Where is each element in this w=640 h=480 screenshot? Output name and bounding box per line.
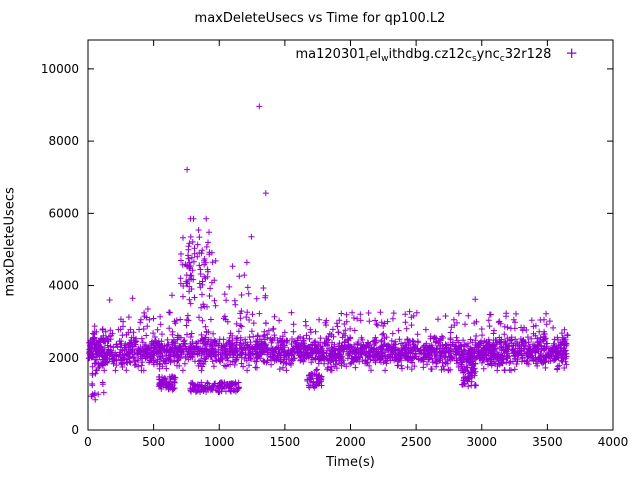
cluster-dip-4 <box>458 354 479 390</box>
svg-text:3500: 3500 <box>532 435 563 449</box>
svg-text:500: 500 <box>142 435 165 449</box>
legend: ma120301relwithdbg.cz12csyncc32r128 + <box>295 44 579 65</box>
legend-series-label: ma120301relwithdbg.cz12csyncc32r128 <box>295 47 552 64</box>
x-axis-label: Time(s) <box>326 455 375 470</box>
legend-label-segment: ync <box>476 47 500 62</box>
outlier-points <box>92 103 567 403</box>
svg-text:0: 0 <box>71 423 79 437</box>
svg-text:2000: 2000 <box>48 351 79 365</box>
cluster-upper-band <box>87 306 570 372</box>
svg-text:4000: 4000 <box>598 435 629 449</box>
svg-text:10000: 10000 <box>41 62 79 76</box>
y-axis-label: maxDeleteUsecs <box>2 187 18 297</box>
x-axis-ticks <box>87 40 614 430</box>
plus-marker-icon: + <box>565 44 578 62</box>
data-points <box>85 103 571 403</box>
cluster-dip-1 <box>155 373 179 393</box>
svg-text:8000: 8000 <box>48 134 79 148</box>
svg-text:1000: 1000 <box>204 435 235 449</box>
y-axis-ticks <box>88 68 613 431</box>
legend-label-segment: 32r128 <box>504 47 552 62</box>
cluster-spike-cluster <box>177 215 216 311</box>
legend-label-segment: c <box>499 54 505 64</box>
x-tick-labels: 0 500 1000 1500 2000 2500 3000 3500 4000 <box>84 435 628 449</box>
cluster-mid-spikes <box>211 257 269 335</box>
svg-text:4000: 4000 <box>48 279 79 293</box>
chart-title: maxDeleteUsecs vs Time for qp100.L2 <box>194 11 446 26</box>
legend-label-segment: s <box>471 54 477 64</box>
svg-text:6000: 6000 <box>48 206 79 220</box>
svg-text:2500: 2500 <box>401 435 432 449</box>
legend-label-segment: w <box>381 54 389 64</box>
y-tick-labels: 0 2000 4000 6000 8000 10000 <box>41 62 79 437</box>
legend-label-segment: ma120301 <box>295 47 366 62</box>
legend-label-segment: el <box>369 47 382 62</box>
svg-text:2000: 2000 <box>335 435 366 449</box>
svg-text:0: 0 <box>84 435 92 449</box>
legend-label-segment: ithdbg.cz12c <box>388 47 472 62</box>
svg-text:1500: 1500 <box>270 435 301 449</box>
cluster-dip-3 <box>304 370 325 391</box>
svg-text:3000: 3000 <box>466 435 497 449</box>
cluster-dip-2 <box>187 379 242 396</box>
cluster-start-spread <box>88 328 107 400</box>
cluster-band-top-sparse <box>99 309 557 334</box>
legend-label-segment: r <box>365 54 370 64</box>
